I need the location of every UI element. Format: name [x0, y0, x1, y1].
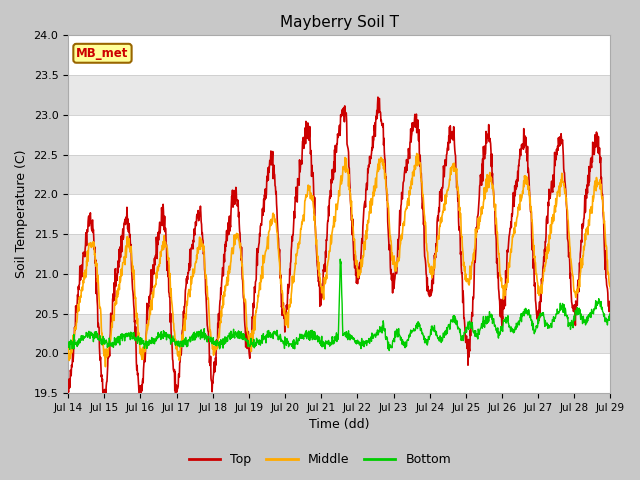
Top — [374, 94, 382, 100]
Middle — [543, 256, 550, 262]
Title: Mayberry Soil T: Mayberry Soil T — [280, 15, 399, 30]
Top — [424, 284, 432, 289]
Bottom — [424, 338, 432, 344]
Bar — [68, 194, 611, 234]
Top — [543, 214, 550, 220]
Bar — [68, 353, 611, 393]
Bar — [68, 155, 611, 194]
Bar — [68, 75, 611, 115]
Top — [495, 289, 503, 295]
Bottom — [385, 348, 393, 353]
Middle — [102, 364, 109, 370]
Middle — [495, 251, 503, 256]
Bottom — [543, 322, 550, 328]
Middle — [172, 346, 180, 351]
Top — [246, 355, 253, 361]
Middle — [413, 151, 420, 156]
Text: MB_met: MB_met — [76, 47, 129, 60]
Middle — [246, 343, 253, 348]
Middle — [64, 346, 72, 352]
Line: Middle: Middle — [68, 154, 611, 367]
Bottom — [495, 329, 503, 335]
Middle — [607, 286, 614, 291]
Top — [100, 390, 108, 396]
Top — [607, 305, 614, 311]
X-axis label: Time (dd): Time (dd) — [309, 419, 369, 432]
Bottom — [337, 256, 344, 262]
Top — [172, 386, 180, 392]
Top — [186, 261, 193, 266]
Middle — [424, 259, 432, 265]
Middle — [186, 288, 193, 294]
Legend: Top, Middle, Bottom: Top, Middle, Bottom — [184, 448, 456, 471]
Top — [64, 386, 72, 392]
Bottom — [607, 312, 614, 318]
Line: Bottom: Bottom — [68, 259, 611, 350]
Bar — [68, 313, 611, 353]
Bar — [68, 234, 611, 274]
Bar — [68, 36, 611, 75]
Bottom — [185, 337, 193, 343]
Line: Top: Top — [68, 97, 611, 393]
Y-axis label: Soil Temperature (C): Soil Temperature (C) — [15, 150, 28, 278]
Bottom — [64, 344, 72, 350]
Bar — [68, 115, 611, 155]
Bottom — [172, 342, 179, 348]
Bottom — [246, 343, 253, 349]
Bar — [68, 274, 611, 313]
